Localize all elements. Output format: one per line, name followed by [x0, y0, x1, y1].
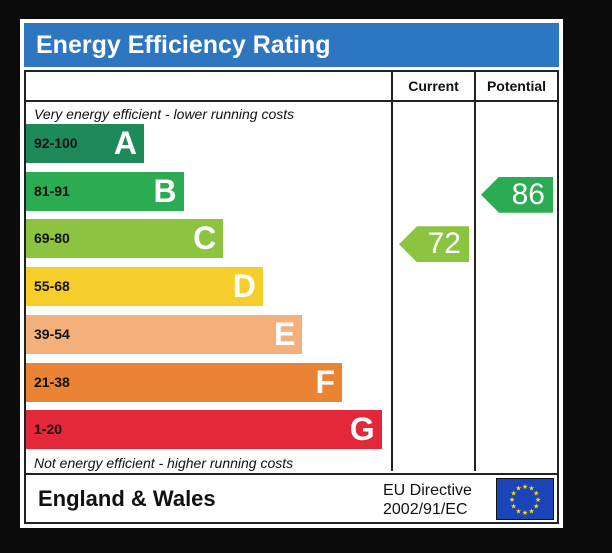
band-letter: F — [315, 363, 335, 400]
band-range-label: 39-54 — [34, 325, 70, 342]
band-e: 39-54 E — [26, 314, 303, 354]
band-range-label: 92-100 — [34, 135, 78, 151]
eu-star-icon: ★ — [522, 483, 528, 491]
divider-current — [391, 72, 393, 471]
eu-directive-code: 2002/91/EC — [383, 501, 468, 518]
eu-directive: EU Directive 2002/91/EC — [383, 481, 472, 519]
band-b: 81-91 B — [26, 171, 184, 211]
eu-flag-icon: ★ ★ ★ ★ ★ ★ ★ ★ ★ ★ ★ ★ — [496, 478, 554, 520]
current-rating-value: 72 — [427, 227, 461, 261]
band-letter: E — [274, 315, 296, 352]
eu-star-icon: ★ — [509, 496, 515, 504]
band-range-label: 1-20 — [34, 421, 63, 438]
eu-star-icon: ★ — [528, 485, 534, 493]
rating-grid: Current Potential Very energy efficient … — [24, 70, 559, 524]
eu-directive-title: EU Directive — [383, 482, 472, 499]
band-g: 1-20 G — [26, 410, 382, 450]
top-caption: Very energy efficient - lower running co… — [34, 106, 295, 122]
band-letter: D — [232, 268, 256, 305]
band-letter: B — [153, 172, 177, 209]
eu-star-icon: ★ — [522, 509, 528, 517]
eu-star-icon: ★ — [533, 503, 539, 511]
band-c: 69-80 C — [26, 219, 224, 259]
band-f: 21-38 F — [26, 362, 342, 402]
eu-star-icon: ★ — [515, 485, 521, 493]
region-label: England & Wales — [38, 486, 216, 511]
chart-title: Energy Efficiency Rating — [24, 23, 559, 67]
potential-rating-arrow: 86 — [481, 176, 553, 213]
column-header-potential: Potential — [486, 78, 547, 94]
band-letter: C — [193, 220, 217, 257]
potential-rating-value: 86 — [511, 177, 545, 211]
band-range-label: 69-80 — [34, 230, 70, 247]
band-range-label: 55-68 — [34, 278, 70, 295]
eu-star-icon: ★ — [511, 490, 517, 498]
band-d: 55-68 D — [26, 267, 263, 307]
footer-divider — [26, 473, 557, 475]
divider-potential — [474, 72, 476, 471]
eu-star-icon: ★ — [528, 507, 534, 515]
eu-star-icon: ★ — [533, 490, 539, 498]
eu-star-icon: ★ — [515, 507, 521, 515]
eu-star-icon: ★ — [535, 496, 541, 504]
band-letter: G — [349, 411, 375, 448]
epc-chart: Energy Efficiency Rating Current Potenti… — [20, 19, 563, 528]
bottom-caption: Not energy efficient - higher running co… — [34, 455, 294, 471]
header-divider — [26, 100, 557, 102]
band-range-label: 21-38 — [34, 373, 70, 390]
band-a: 92-100 A — [26, 124, 144, 163]
band-letter: A — [113, 125, 137, 161]
current-rating-arrow: 72 — [399, 226, 469, 263]
band-range-label: 81-91 — [34, 182, 70, 199]
eu-star-icon: ★ — [511, 503, 517, 511]
column-header-current: Current — [408, 78, 459, 94]
